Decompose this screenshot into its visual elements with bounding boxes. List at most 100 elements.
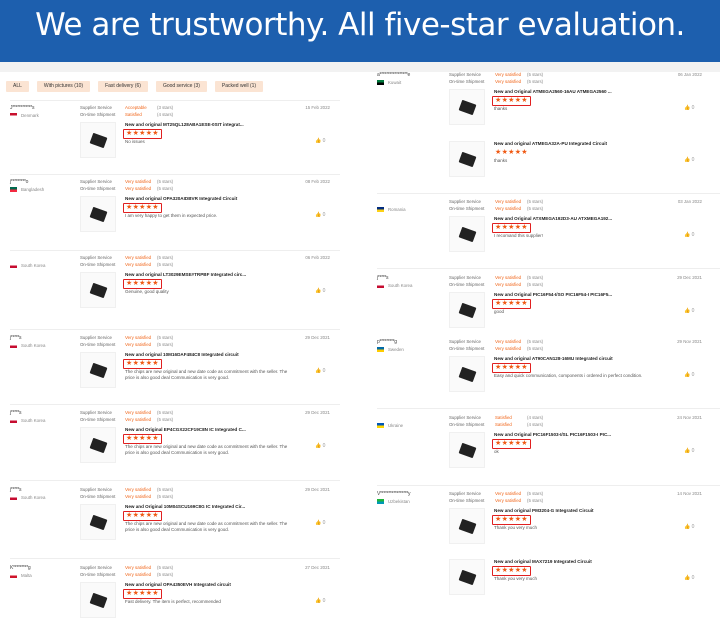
product-review: New and original OPA320AIDBVR Integrated… bbox=[80, 196, 345, 234]
shipment-value: Very satisfied bbox=[125, 494, 152, 499]
reviewer-country: Bangladesh bbox=[10, 187, 44, 192]
reviewer-name: j*****s bbox=[10, 410, 22, 416]
product-image[interactable] bbox=[449, 432, 485, 468]
review-comment: No issues bbox=[125, 139, 145, 144]
product-title-link[interactable]: New and Original PIC16F1503-I/SL PIC16F1… bbox=[494, 432, 612, 437]
like-button[interactable]: 👍 0 bbox=[315, 288, 326, 294]
like-count: 0 bbox=[691, 157, 695, 163]
product-title-link[interactable]: New and original PM3204-G Integrated Cir… bbox=[494, 508, 594, 513]
country-name: Denmark bbox=[21, 113, 39, 118]
product-title-link[interactable]: New and Original EP4CGX22CF19C8N IC Inte… bbox=[125, 427, 246, 432]
reviewer-country: South Korea bbox=[10, 343, 45, 348]
reviewer-name: p*********g bbox=[377, 339, 397, 345]
product-review: New and original OPA4350EVH Integrated c… bbox=[80, 582, 345, 620]
rating-stars: ★★★★★ bbox=[123, 434, 162, 444]
like-button[interactable]: 👍 0 bbox=[315, 598, 326, 604]
flag-icon bbox=[377, 283, 384, 288]
like-button[interactable]: 👍 0 bbox=[315, 212, 326, 218]
product-image[interactable] bbox=[449, 89, 485, 125]
product-review: New and original LT3029EMSE#TRPBF Integr… bbox=[80, 272, 345, 310]
rating-stars: ★★★★★ bbox=[492, 515, 531, 525]
product-image[interactable] bbox=[80, 122, 116, 158]
like-button[interactable]: 👍 0 bbox=[684, 157, 695, 163]
product-image[interactable] bbox=[449, 559, 485, 595]
shipment-label: On-time Shipment bbox=[449, 79, 485, 84]
supplier-stars-count: (5 stars) bbox=[157, 410, 174, 415]
product-image[interactable] bbox=[80, 352, 116, 388]
product-title-link[interactable]: New and original MT25QL128ABA1ESE-0SIT i… bbox=[125, 122, 244, 127]
product-title-link[interactable]: New and Original ATMEGA2560-16AU ATMEGA2… bbox=[494, 89, 612, 94]
filter-chip[interactable]: Packed well (1) bbox=[214, 81, 264, 92]
like-button[interactable]: 👍 0 bbox=[684, 575, 695, 581]
shipment-stars-count: (5 stars) bbox=[527, 346, 544, 351]
product-image[interactable] bbox=[449, 141, 485, 177]
filter-chip[interactable]: Fast delivery (6) bbox=[98, 81, 148, 92]
product-review: New and Original PIC16F54-I/SO PIC16F54-… bbox=[449, 292, 717, 330]
product-title-link[interactable]: New and original AT90CAN128-16MU Integra… bbox=[494, 356, 613, 361]
divider bbox=[377, 268, 720, 269]
supplier-service-value: Very satisfied bbox=[495, 491, 522, 496]
rating-stars: ★★★★★ bbox=[123, 129, 162, 139]
product-image[interactable] bbox=[449, 508, 485, 544]
product-review: New and Original ATXMEGA192D3-AU ATXMEGA… bbox=[449, 216, 717, 254]
review-comment: Genuine, good quality bbox=[125, 289, 169, 294]
product-image[interactable] bbox=[449, 356, 485, 392]
shipment-stars-count: (5 stars) bbox=[527, 282, 544, 287]
shipment-label: On-time Shipment bbox=[80, 262, 116, 267]
product-title-link[interactable]: New and original OPA320AIDBVR Integrated… bbox=[125, 196, 238, 201]
reviewer-country: Sweden bbox=[377, 347, 404, 352]
like-button[interactable]: 👍 0 bbox=[684, 524, 695, 530]
product-image[interactable] bbox=[449, 216, 485, 252]
like-button[interactable]: 👍 0 bbox=[315, 520, 326, 526]
shipment-value: Satisfied bbox=[495, 422, 512, 427]
supplier-service-value: Acceptable bbox=[125, 105, 147, 110]
like-button[interactable]: 👍 0 bbox=[684, 372, 695, 378]
product-image[interactable] bbox=[449, 292, 485, 328]
supplier-service-value: Very satisfied bbox=[495, 199, 522, 204]
ic-chip-icon bbox=[89, 514, 108, 531]
product-image[interactable] bbox=[80, 427, 116, 463]
reviewer-name: j*****s bbox=[10, 487, 22, 493]
rating-stars: ★★★★★ bbox=[492, 299, 531, 309]
review-date: 03 Jan 2022 bbox=[677, 199, 702, 204]
product-title-link[interactable]: New and original LT3029EMSE#TRPBF Integr… bbox=[125, 272, 247, 277]
product-title-link[interactable]: New and original 10M16DAF484C8 Integrate… bbox=[125, 352, 239, 357]
product-title-link[interactable]: New and Original PIC16F54-I/SO PIC16F54-… bbox=[494, 292, 613, 297]
product-title-link[interactable]: New and original ATMEGA32A-PU Integrated… bbox=[494, 141, 608, 146]
like-button[interactable]: 👍 0 bbox=[315, 368, 326, 374]
product-image[interactable] bbox=[80, 196, 116, 232]
ic-chip-icon bbox=[458, 569, 477, 586]
shipment-stars-count: (5 stars) bbox=[157, 572, 174, 577]
like-button[interactable]: 👍 0 bbox=[684, 232, 695, 238]
review-date: 29 Dec 2021 bbox=[305, 335, 330, 340]
like-button[interactable]: 👍 0 bbox=[315, 443, 326, 449]
flag-icon bbox=[10, 263, 17, 268]
filter-chip[interactable]: ALL bbox=[6, 81, 29, 92]
divider bbox=[377, 408, 720, 409]
country-name: Bangladesh bbox=[21, 187, 45, 192]
reviewer-country: Romania bbox=[377, 207, 406, 212]
product-title-link[interactable]: New and Original 10M04SCU169C8G IC Integ… bbox=[125, 504, 246, 509]
rating-stars: ★★★★★ bbox=[495, 149, 528, 156]
filter-chip[interactable]: With pictures (10) bbox=[36, 81, 91, 92]
shipment-label: On-time Shipment bbox=[80, 186, 116, 191]
product-image[interactable] bbox=[80, 272, 116, 308]
like-button[interactable]: 👍 0 bbox=[684, 448, 695, 454]
like-count: 0 bbox=[691, 372, 695, 378]
filter-chip[interactable]: Good service (3) bbox=[155, 81, 207, 92]
shipment-stars-count: (5 stars) bbox=[527, 498, 544, 503]
product-title-link[interactable]: New and original OPA4350EVH Integrated c… bbox=[125, 582, 231, 587]
flag-icon bbox=[10, 343, 17, 348]
like-button[interactable]: 👍 0 bbox=[315, 138, 326, 144]
product-image[interactable] bbox=[80, 582, 116, 618]
like-count: 0 bbox=[691, 232, 695, 238]
product-title-link[interactable]: New and Original ATXMEGA192D3-AU ATXMEGA… bbox=[494, 216, 613, 221]
product-title-link[interactable]: New and original MAX7219 Integrated Circ… bbox=[494, 559, 592, 564]
product-image[interactable] bbox=[80, 504, 116, 540]
like-button[interactable]: 👍 0 bbox=[684, 105, 695, 111]
like-button[interactable]: 👍 0 bbox=[684, 308, 695, 314]
shipment-stars-count: (5 stars) bbox=[527, 79, 544, 84]
supplier-stars-count: (4 stars) bbox=[527, 415, 544, 420]
review-comment: Thank you very much bbox=[494, 525, 538, 530]
rating-stars: ★★★★★ bbox=[492, 566, 531, 576]
